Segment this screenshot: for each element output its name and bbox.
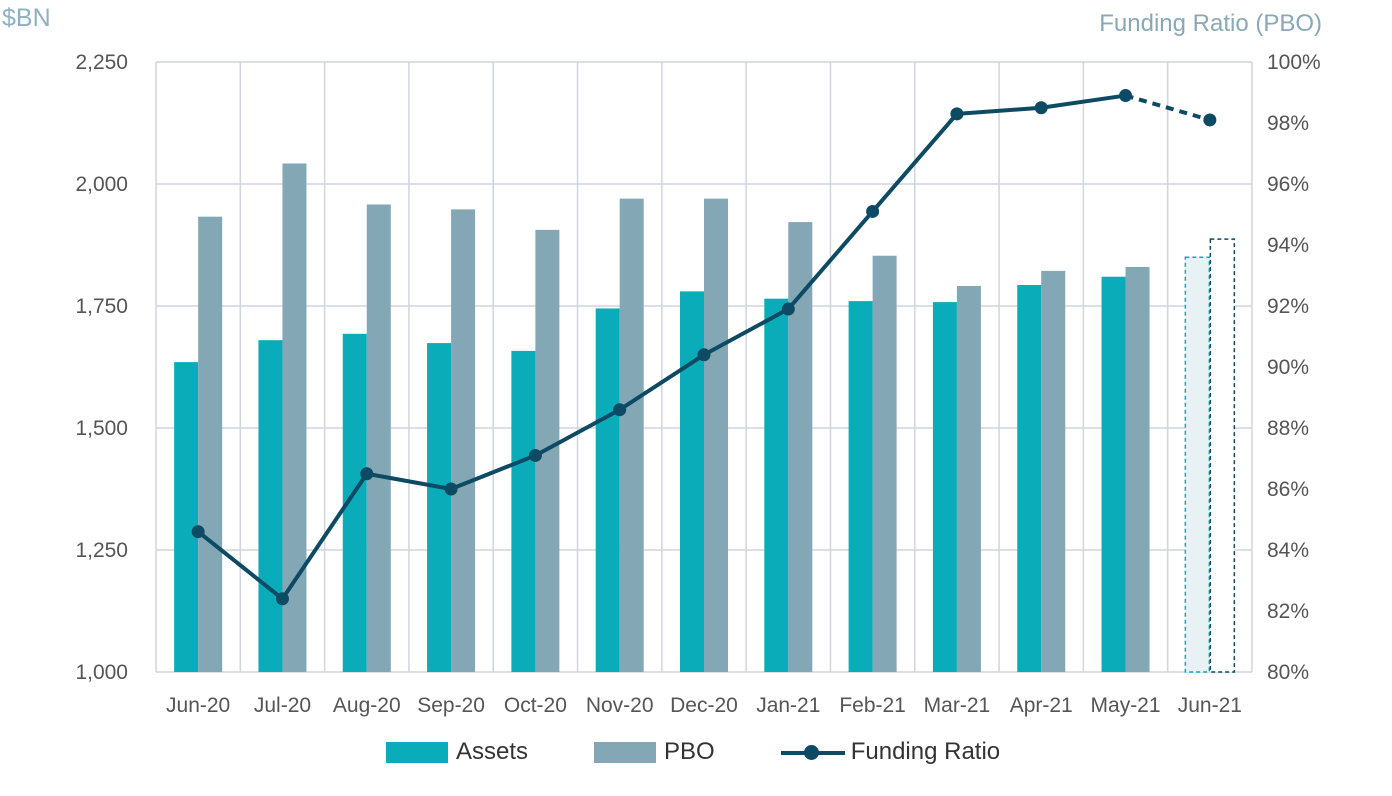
bar-pbo	[1125, 266, 1150, 672]
bar-pbo	[451, 209, 476, 672]
x-tick-label: Feb-21	[839, 694, 906, 717]
y-right-tick-label: 90%	[1267, 356, 1309, 379]
legend-line-funding-ratio	[780, 742, 845, 763]
bar-pbo	[1041, 270, 1066, 672]
bar-pbo	[366, 204, 391, 672]
bar-assets	[1017, 285, 1042, 672]
funding-ratio-point	[781, 302, 795, 316]
x-tick-label: Apr-21	[1010, 694, 1073, 717]
legend-swatch-pbo	[594, 741, 657, 763]
bar-assets	[764, 298, 789, 672]
bar-pbo	[872, 255, 897, 672]
x-tick-label: Oct-20	[504, 694, 567, 717]
y-left-tick-label: 2,250	[75, 51, 128, 74]
x-tick-label: Jun-20	[166, 694, 230, 717]
bar-pbo	[619, 198, 644, 672]
y-left-tick-label: 2,000	[75, 173, 128, 196]
legend-item-assets: Assets	[386, 738, 528, 766]
y-left-tick-label: 1,250	[75, 539, 128, 562]
legend-label-assets: Assets	[456, 738, 529, 765]
y-right-tick-label: 86%	[1267, 478, 1309, 501]
bar-pbo	[788, 222, 813, 672]
bar-pbo	[198, 216, 223, 673]
x-tick-label: May-21	[1091, 694, 1161, 717]
y-left-tick-label: 1,500	[75, 417, 128, 440]
funding-ratio-point	[1203, 113, 1217, 127]
y-right-tick-label: 92%	[1267, 295, 1309, 318]
x-tick-label: Dec-20	[670, 694, 738, 717]
bar-assets	[174, 362, 199, 672]
funding-ratio-point	[1034, 101, 1048, 115]
y-left-tick-label: 1,750	[75, 295, 128, 318]
legend-label-funding-ratio: Funding Ratio	[850, 738, 1001, 765]
legend-item-pbo: PBO	[594, 738, 715, 766]
x-tick-label: Jun-21	[1178, 694, 1242, 717]
y-left-tick-label: 1,000	[75, 661, 128, 684]
funding-ratio-point	[613, 403, 627, 417]
funding-ratio-point	[444, 482, 458, 496]
bar-assets-projected	[1184, 256, 1211, 673]
funding-ratio-point	[275, 592, 289, 606]
legend-swatch-assets	[386, 741, 448, 763]
right-axis-title: Funding Ratio (PBO)	[1099, 10, 1322, 37]
bar-assets	[258, 340, 283, 672]
legend: Assets PBO Funding Ratio	[386, 738, 1066, 766]
funding-ratio-point	[697, 348, 711, 362]
y-right-tick-label: 96%	[1267, 173, 1309, 196]
legend-item-funding-ratio: Funding Ratio	[780, 738, 1001, 766]
x-tick-label: Aug-20	[333, 694, 401, 717]
funding-ratio-point	[1119, 89, 1133, 103]
funding-ratio-point	[360, 467, 374, 481]
funding-ratio-line	[196, 93, 1126, 601]
bar-assets	[595, 308, 620, 672]
legend-label-pbo: PBO	[664, 738, 715, 765]
y-right-tick-label: 82%	[1267, 600, 1309, 623]
funding-ratio-line-projected	[1124, 93, 1211, 122]
funding-ratio-point	[950, 107, 964, 121]
funding-ratio-point	[528, 448, 542, 462]
bar-pbo	[704, 198, 728, 672]
x-tick-label: Nov-20	[586, 694, 654, 717]
funding-ratio-point	[191, 525, 205, 539]
bar-pbo	[282, 163, 307, 672]
bar-pbo	[956, 285, 981, 672]
y-right-tick-label: 94%	[1267, 234, 1309, 257]
x-tick-label: Jan-21	[756, 694, 820, 717]
bar-assets	[932, 302, 957, 672]
y-right-tick-label: 88%	[1267, 417, 1309, 440]
bar-pbo-projected	[1209, 238, 1236, 673]
bar-assets	[848, 301, 873, 672]
y-right-tick-label: 100%	[1267, 51, 1321, 74]
y-right-tick-label: 80%	[1267, 661, 1309, 684]
bar-assets	[427, 343, 452, 672]
bar-assets	[680, 291, 704, 672]
x-tick-label: Mar-21	[924, 694, 991, 717]
bar-assets	[1101, 276, 1126, 672]
x-tick-label: Jul-20	[254, 694, 311, 717]
y-right-tick-label: 98%	[1267, 112, 1309, 135]
left-axis-title: $BN	[2, 4, 51, 32]
funding-ratio-point	[866, 204, 880, 218]
bar-assets	[511, 350, 536, 672]
x-tick-label: Sep-20	[417, 694, 485, 717]
y-right-tick-label: 84%	[1267, 539, 1309, 562]
